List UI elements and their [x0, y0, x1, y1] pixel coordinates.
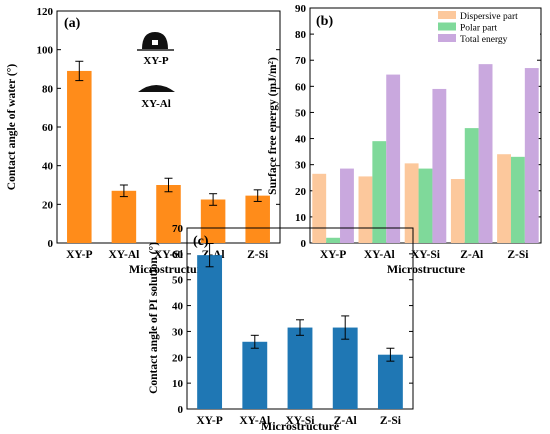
panel-c-label: (c)	[193, 234, 209, 249]
panel-c-bar	[287, 327, 313, 409]
panel-c-xtick-label: Z-Al	[334, 415, 357, 427]
panel-c-ytick-label: 0	[178, 404, 184, 416]
panel-b-label: (b)	[316, 14, 333, 29]
panel-b-ytick-label: 10	[295, 212, 307, 224]
panel-b-bar-total	[340, 168, 354, 243]
legend-label: Total energy	[460, 35, 508, 45]
droplet-icon	[152, 40, 158, 45]
panel-c-bar	[332, 327, 358, 409]
panel-a-ytick-label: 20	[42, 199, 54, 211]
legend-swatch	[438, 11, 456, 19]
panel-b-ylabel: Surface free energy (mJ/m²)	[267, 57, 279, 195]
panel-b-bar-total	[524, 68, 539, 243]
panel-a-ytick-label: 40	[42, 161, 54, 173]
panel-b-ytick-label: 80	[295, 29, 307, 41]
panel-b-bar-polar	[510, 156, 525, 243]
panel-c-ytick-label: 10	[172, 378, 184, 390]
panel-b-bar-dispersive	[450, 179, 465, 243]
panel-a-bar	[200, 199, 226, 243]
panel-b-xtick-label: Z-Al	[460, 249, 483, 261]
panel-b-bar-polar	[464, 128, 479, 243]
panel-a-bar	[111, 190, 137, 243]
panel-b-bar-total	[386, 74, 401, 243]
panel-a-bar	[67, 70, 92, 243]
panel-b-ytick-label: 90	[295, 3, 307, 15]
panel-a-xlabel: Microstructure	[129, 262, 208, 276]
panel-c-ytick-label: 20	[172, 352, 184, 364]
panel-a-xtick-label: XY-Al	[108, 249, 139, 261]
inset-droplet-xyal: XY-Al	[138, 85, 175, 110]
panel-b-xtick-label: XY-Al	[364, 249, 395, 261]
panel-c-bar	[197, 255, 223, 409]
panel-b-xlabel: Microstructure	[387, 262, 466, 276]
panel-c-ylabel: Contact angle of PI solution (°)	[148, 242, 160, 394]
panel-a-ytick-label: 120	[37, 6, 54, 18]
panel-c-ytick-label: 40	[172, 301, 184, 313]
inset-droplet-xyp: XY-P	[137, 32, 174, 67]
panel-b-xtick-label: Z-Si	[507, 249, 529, 261]
panel-a-bar	[245, 195, 270, 243]
panel-b-ytick-label: 60	[295, 81, 307, 93]
panel-c-xtick-label: XY-Al	[239, 415, 270, 427]
panel-b-ytick-label: 50	[295, 107, 307, 119]
inset-label-xyp: XY-P	[143, 55, 169, 67]
panel-b-bar-dispersive	[358, 176, 373, 243]
panel-a-label: (a)	[64, 16, 81, 31]
panel-b-bar-polar	[372, 141, 387, 243]
panel-b-bar-total	[478, 64, 493, 243]
panel-c-ytick-label: 60	[172, 249, 184, 261]
panel-a-xtick-label: Z-Si	[247, 249, 269, 261]
panel-a-xtick-label: XY-P	[66, 249, 92, 261]
panel-c-ytick-label: 30	[172, 326, 184, 338]
panel-b-ytick-label: 0	[301, 238, 307, 250]
legend-label: Dispersive part	[460, 12, 518, 22]
panel-a-ytick-label: 100	[37, 45, 54, 57]
substrate-icon	[137, 49, 174, 51]
panel-c-xtick-label: Z-Si	[380, 415, 402, 427]
legend-label: Polar part	[460, 24, 498, 34]
panel-b: 0 10 20 30 40 50 60 70 80 90 XY-P XY-Al XY-Si Z-Al Z-…	[267, 3, 542, 276]
panel-a-bar	[156, 185, 181, 243]
panel-b-xtick-label: XY-Si	[411, 249, 441, 261]
panel-b-ytick-label: 20	[295, 186, 307, 198]
panel-b-bar-polar	[326, 237, 341, 243]
panel-a-ytick-label: 60	[42, 122, 54, 134]
panel-b-ytick-label: 40	[295, 134, 307, 146]
panel-c-bar	[377, 354, 403, 409]
panel-a-xtick-label: XY-Si	[154, 249, 184, 261]
panel-c-ytick-label: 70	[172, 223, 184, 235]
panel-b-bar-polar	[418, 168, 433, 243]
panel-c-xtick-label: XY-P	[196, 415, 222, 427]
panel-c-bar	[242, 341, 268, 409]
panel-c-ytick-label: 50	[172, 275, 184, 287]
panel-b-bar-total	[432, 88, 447, 243]
panel-a-ytick-label: 80	[42, 83, 54, 95]
panel-c-xlabel: Microstructure	[261, 419, 340, 433]
legend-swatch	[438, 22, 456, 31]
panel-b-ytick-label: 30	[295, 160, 307, 172]
panel-a-ytick-label: 0	[48, 238, 54, 250]
panel-c-xtick-label: XY-Si	[286, 415, 316, 427]
legend-swatch	[438, 34, 456, 42]
inset-label-xyal: XY-Al	[141, 98, 171, 110]
panel-b-xtick-label: XY-P	[320, 249, 346, 261]
panel-b-bar-dispersive	[404, 163, 419, 243]
panel-c: 0 10 20 30 40 50 60 70 XY-P XY-Al XY-Si Z-Al Z-Si (…	[148, 223, 414, 433]
panel-a-ylabel: Contact angle of water (°)	[6, 64, 18, 191]
panel-b-ytick-label: 70	[295, 55, 307, 67]
flat-droplet-icon	[138, 85, 175, 92]
panel-b-bar-dispersive	[497, 154, 511, 243]
panel-b-bar-dispersive	[312, 173, 327, 243]
